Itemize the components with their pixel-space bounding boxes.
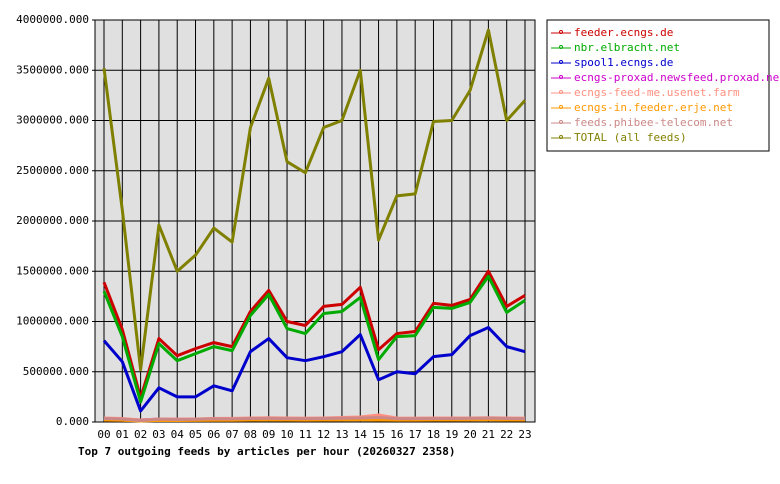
- x-tick-label: 03: [152, 428, 165, 441]
- x-tick-label: 01: [116, 428, 129, 441]
- y-tick-label: 3000000.000: [16, 114, 89, 127]
- x-tick-label: 07: [226, 428, 239, 441]
- chart-title: Top 7 outgoing feeds by articles per hou…: [78, 445, 456, 458]
- x-tick-label: 19: [445, 428, 458, 441]
- x-tick-label: 06: [207, 428, 220, 441]
- legend-label: nbr.elbracht.net: [574, 41, 680, 54]
- x-tick-label: 17: [409, 428, 422, 441]
- y-tick-label: 4000000.000: [16, 13, 89, 26]
- x-tick-label: 15: [372, 428, 385, 441]
- x-tick-label: 04: [171, 428, 185, 441]
- y-tick-label: 500000.000: [23, 365, 89, 378]
- legend-marker: [559, 75, 563, 79]
- x-tick-label: 13: [335, 428, 348, 441]
- x-tick-label: 09: [262, 428, 275, 441]
- x-tick-label: 22: [500, 428, 513, 441]
- series-line: [102, 326, 526, 413]
- legend-label: feeder.ecngs.de: [574, 26, 673, 39]
- legend-box: [546, 19, 770, 152]
- legend-marker: [559, 60, 563, 64]
- x-tick-label: 21: [482, 428, 495, 441]
- legend-label: spool1.ecngs.de: [574, 56, 673, 69]
- y-tick-label: 1500000.000: [16, 264, 89, 277]
- x-tick-label: 02: [134, 428, 147, 441]
- legend-label: ecngs-feed-me.usenet.farm: [574, 86, 740, 99]
- x-tick-label: 10: [280, 428, 293, 441]
- y-tick-label: 2500000.000: [16, 164, 89, 177]
- x-tick-label: 23: [518, 428, 531, 441]
- x-tick-label: 12: [317, 428, 330, 441]
- legend-marker: [559, 90, 563, 94]
- x-tick-label: 14: [354, 428, 368, 441]
- legend-label: feeds.phibee-telecom.net: [574, 116, 733, 129]
- series-line: [102, 28, 527, 372]
- series-line: [103, 415, 526, 422]
- y-tick-label: 1000000.000: [16, 315, 89, 328]
- x-tick-label: 20: [463, 428, 476, 441]
- legend-marker: [559, 120, 563, 124]
- x-tick-label: 16: [390, 428, 403, 441]
- x-tick-label: 00: [97, 428, 110, 441]
- legend-label: TOTAL (all feeds): [574, 131, 687, 144]
- y-tick-label: 2000000.000: [16, 214, 89, 227]
- x-tick-label: 08: [244, 428, 257, 441]
- legend-marker: [559, 135, 563, 139]
- series-line: [102, 274, 526, 404]
- x-tick-label: 11: [299, 428, 312, 441]
- x-tick-label: 18: [427, 428, 440, 441]
- y-tick-label: 3500000.000: [16, 63, 89, 76]
- legend-label: ecngs-proxad.newsfeed.proxad.net: [574, 71, 780, 84]
- legend-marker: [559, 30, 563, 34]
- legend-label: ecngs-in.feeder.erje.net: [574, 101, 733, 114]
- y-tick-label: 0.000: [56, 415, 89, 428]
- legend-marker: [559, 105, 563, 109]
- x-tick-label: 05: [189, 428, 202, 441]
- series-line: [102, 269, 526, 400]
- legend-marker: [559, 45, 563, 49]
